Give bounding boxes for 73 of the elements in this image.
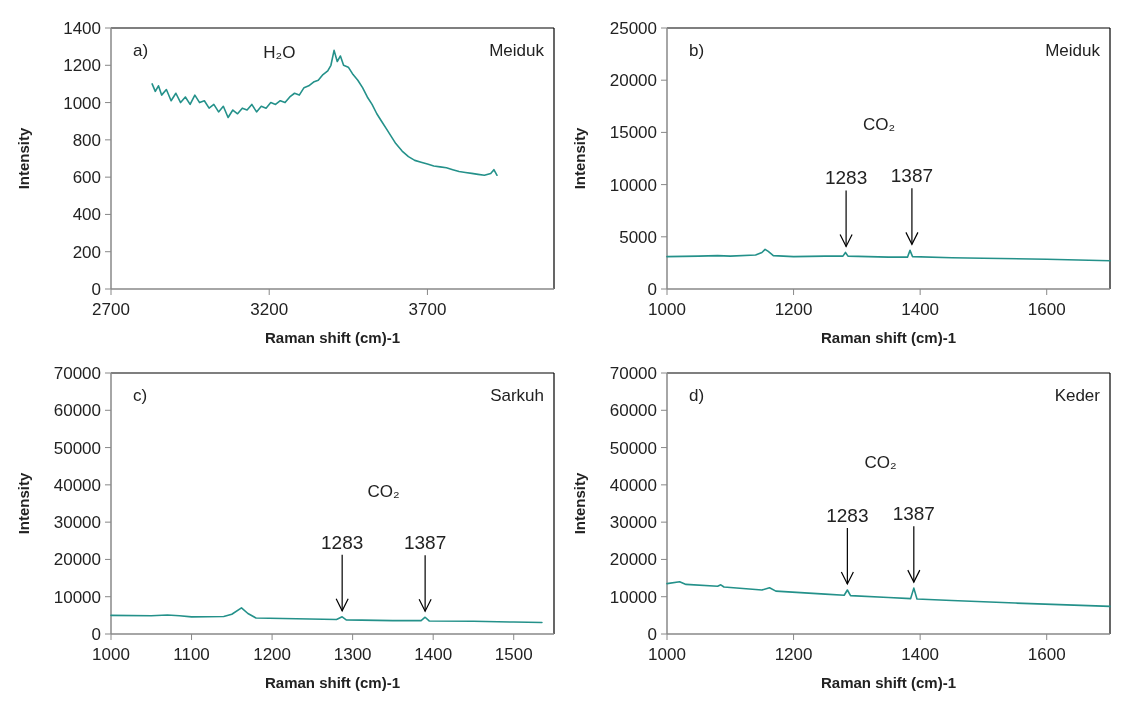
y-tick-label: 0 <box>647 624 657 644</box>
annotation: CO₂ <box>862 115 896 135</box>
annotation: Meiduk <box>1045 41 1101 60</box>
x-tick-label: 1200 <box>774 300 813 319</box>
x-tick-label: 1200 <box>774 645 813 664</box>
x-tick-label: 1600 <box>1027 645 1066 664</box>
y-tick-label: 40000 <box>609 475 657 495</box>
y-tick-label: 0 <box>647 279 657 299</box>
line-series <box>110 607 543 624</box>
y-tick-label: 50000 <box>53 438 101 458</box>
annotation: Keder <box>1054 386 1101 405</box>
y-tick-label: 70000 <box>609 363 657 383</box>
annotation: CO₂ <box>864 453 897 473</box>
annotation: b) <box>689 41 705 60</box>
y-tick-label: 400 <box>72 205 101 225</box>
y-axis-title: Intensity <box>15 127 32 190</box>
annotation: Sarkuh <box>490 386 544 405</box>
x-tick-label: 1600 <box>1027 300 1066 319</box>
y-tick-label: 20000 <box>53 550 101 570</box>
x-tick-label: 1400 <box>901 300 940 319</box>
x-tick-label: 2700 <box>92 300 130 319</box>
y-tick-label: 50000 <box>609 438 657 458</box>
y-tick-label: 0 <box>91 279 101 299</box>
y-tick-label: 10000 <box>53 587 101 607</box>
x-tick-label: 1300 <box>333 645 372 664</box>
y-tick-label: 30000 <box>53 513 101 533</box>
y-tick-label: 800 <box>72 130 101 150</box>
y-tick-label: 40000 <box>53 475 101 495</box>
y-tick-label: 25000 <box>609 18 657 38</box>
y-axis-title: Intensity <box>571 472 588 535</box>
y-tick-label: 10000 <box>609 175 657 195</box>
x-tick-label: 3200 <box>250 300 289 319</box>
y-tick-label: 60000 <box>609 401 657 421</box>
x-axis-title: Raman shift (cm)-1 <box>264 329 401 346</box>
y-tick-label: 20000 <box>609 71 657 91</box>
y-tick-label: 15000 <box>609 123 657 143</box>
y-tick-label: 1200 <box>63 56 101 76</box>
y-tick-label: 70000 <box>53 363 101 383</box>
annotation: 1387 <box>403 532 447 554</box>
annotation: a) <box>133 41 149 60</box>
x-tick-label: 1500 <box>494 645 533 664</box>
x-tick-label: 1400 <box>414 645 453 664</box>
y-tick-label: 0 <box>91 624 101 644</box>
y-tick-label: 1000 <box>63 93 101 113</box>
y-axis-title: Intensity <box>15 472 32 535</box>
y-tick-label: 5000 <box>619 227 657 247</box>
x-axis-title: Raman shift (cm)-1 <box>820 674 957 691</box>
y-tick-label: 200 <box>72 242 101 262</box>
x-axis-title: Raman shift (cm)-1 <box>820 329 957 346</box>
x-axis-title: Raman shift (cm)-1 <box>264 674 401 691</box>
y-tick-label: 10000 <box>609 587 657 607</box>
y-tick-label: 20000 <box>609 550 657 570</box>
y-axis-title: Intensity <box>571 127 588 190</box>
annotation: Meiduk <box>489 41 545 60</box>
line-series <box>666 248 1111 262</box>
y-tick-label: 30000 <box>609 513 657 533</box>
y-tick-label: 1400 <box>63 18 101 38</box>
x-tick-label: 1400 <box>901 645 940 664</box>
annotation: 1387 <box>892 503 935 525</box>
annotation: 1283 <box>321 531 364 553</box>
line-series <box>666 581 1111 608</box>
annotation: c) <box>133 386 148 405</box>
x-tick-label: 1200 <box>253 645 291 664</box>
annotation: 1283 <box>824 167 868 189</box>
y-tick-label: 60000 <box>53 401 101 421</box>
y-tick-label: 600 <box>72 168 101 188</box>
annotation: 1283 <box>826 505 869 526</box>
annotation: CO₂ <box>367 481 400 501</box>
annotation: H₂O <box>263 43 296 62</box>
annotation: d) <box>689 386 705 405</box>
x-tick-label: 3700 <box>408 300 447 319</box>
annotation: 1387 <box>890 165 934 187</box>
x-tick-label: 1100 <box>173 645 210 664</box>
